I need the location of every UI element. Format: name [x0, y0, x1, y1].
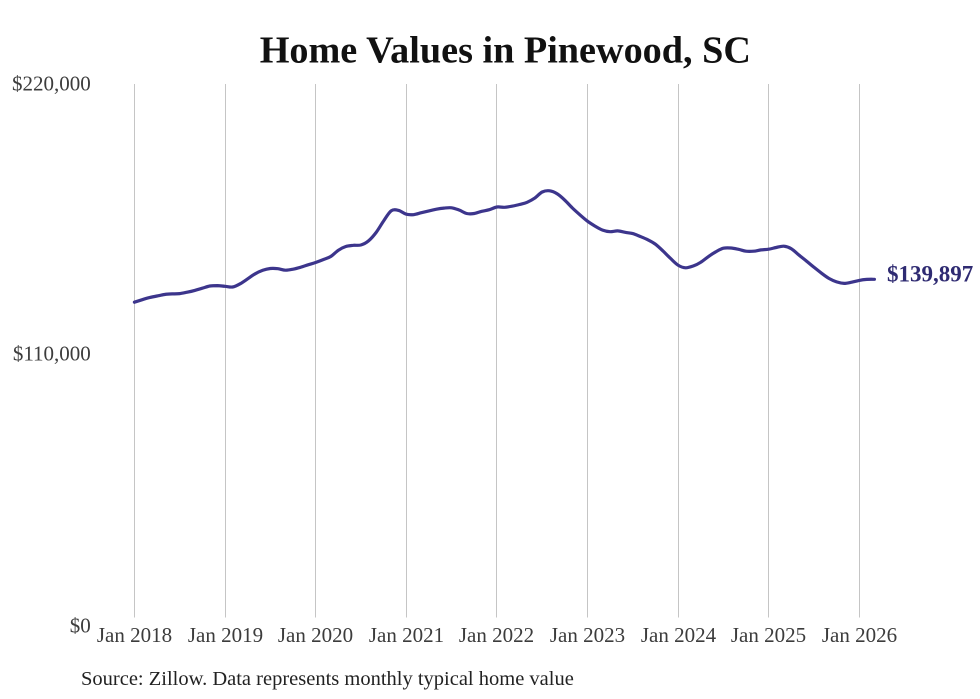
svg-text:$220,000: $220,000 [12, 71, 91, 95]
svg-text:$139,897: $139,897 [887, 262, 973, 287]
svg-text:$0: $0 [70, 614, 91, 638]
svg-text:Jan 2020: Jan 2020 [278, 623, 353, 647]
svg-text:Jan 2023: Jan 2023 [550, 623, 625, 647]
svg-text:Jan 2019: Jan 2019 [188, 623, 263, 647]
svg-text:Source: Zillow. Data represent: Source: Zillow. Data represents monthly … [81, 668, 574, 690]
svg-text:$110,000: $110,000 [13, 342, 91, 366]
svg-text:Jan 2026: Jan 2026 [822, 623, 897, 647]
svg-text:Jan 2024: Jan 2024 [641, 623, 717, 647]
svg-text:Jan 2018: Jan 2018 [97, 623, 172, 647]
svg-text:Jan 2021: Jan 2021 [369, 623, 444, 647]
svg-text:Jan 2025: Jan 2025 [731, 623, 806, 647]
svg-text:Home Values in Pinewood, SC: Home Values in Pinewood, SC [260, 29, 751, 71]
svg-text:Jan 2022: Jan 2022 [459, 623, 534, 647]
